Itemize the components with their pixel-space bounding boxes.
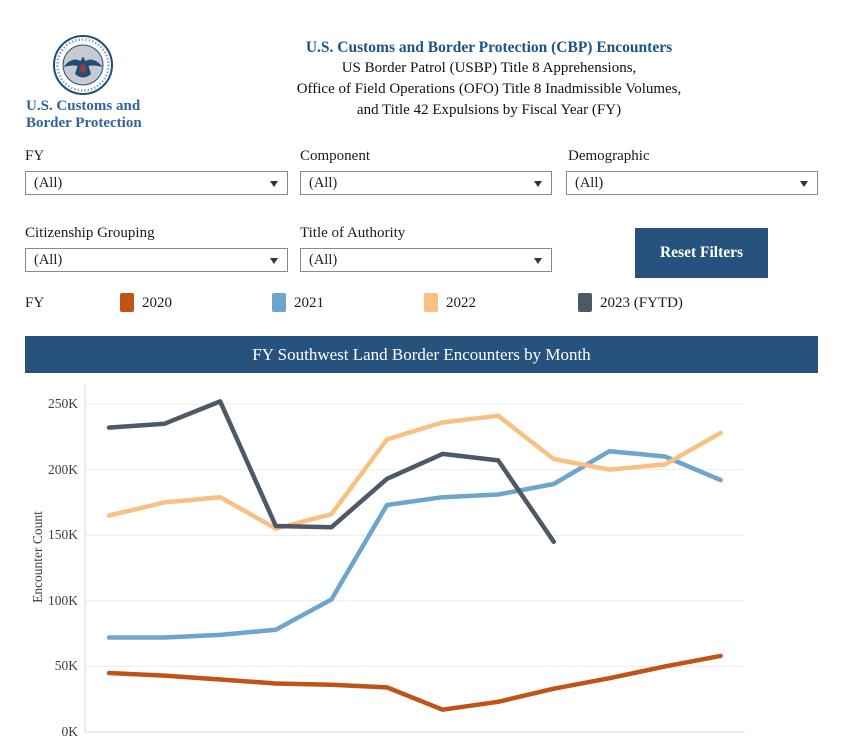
cbp-seal-icon	[53, 35, 113, 95]
legend-swatch-2022[interactable]	[424, 293, 438, 312]
y-axis-tick-200k: 200K	[48, 462, 78, 477]
encounters-line-chart	[84, 384, 745, 733]
y-axis-title: Encounter Count	[30, 511, 45, 603]
fy-filter-value: (All)	[34, 175, 63, 191]
y-axis-tick-50k: 50K	[54, 658, 78, 673]
title-of-authority-filter-value: (All)	[309, 252, 338, 268]
chevron-down-icon	[270, 258, 278, 264]
page-subtitle-line3: and Title 42 Expulsions by Fiscal Year (…	[356, 102, 622, 118]
citizenship-grouping-filter-dropdown[interactable]: (All)	[25, 248, 288, 272]
component-filter-dropdown[interactable]: (All)	[300, 171, 552, 195]
demographic-filter-value: (All)	[575, 175, 604, 191]
page-title: U.S. Customs and Border Protection (CBP)…	[305, 39, 673, 56]
legend-label-2023-fytd[interactable]: 2023 (FYTD)	[600, 295, 683, 311]
page-subtitle-line2: Office of Field Operations (OFO) Title 8…	[296, 81, 682, 97]
fy-filter-label: FY	[25, 148, 45, 164]
title-of-authority-filter-dropdown[interactable]: (All)	[300, 248, 552, 272]
fy-filter-dropdown[interactable]: (All)	[25, 171, 288, 195]
page-header: U.S. Customs and Border Protection (CBP)…	[160, 37, 818, 121]
chart-line-2021[interactable]	[106, 448, 723, 640]
legend-swatch-2021[interactable]	[272, 293, 286, 312]
chevron-down-icon	[270, 181, 278, 187]
chart-line-2022[interactable]	[106, 413, 723, 531]
chart-line-2020[interactable]	[106, 653, 723, 712]
page-subtitle-line1: US Border Patrol (USBP) Title 8 Apprehen…	[341, 60, 637, 76]
citizenship-grouping-filter-label: Citizenship Grouping	[25, 225, 155, 241]
reset-filters-button[interactable]: Reset Filters	[635, 228, 768, 278]
legend-swatch-2023-fytd[interactable]	[578, 293, 592, 312]
component-filter-label: Component	[300, 148, 370, 164]
logo-wordmark: U.S. Customs and Border Protection	[26, 98, 186, 132]
citizenship-grouping-filter-value: (All)	[34, 252, 63, 268]
y-axis-tick-250k: 250K	[48, 396, 78, 411]
chart-line-2023-fytd-[interactable]	[106, 399, 557, 545]
demographic-filter-label: Demographic	[568, 148, 650, 164]
legend-label-2020[interactable]: 2020	[142, 295, 172, 311]
component-filter-value: (All)	[309, 175, 338, 191]
logo-wordmark-line1: U.S. Customs and	[26, 98, 141, 114]
logo-wordmark-line2: Border Protection	[26, 115, 142, 131]
legend-label-2022[interactable]: 2022	[446, 295, 476, 311]
demographic-filter-dropdown[interactable]: (All)	[566, 171, 818, 195]
chevron-down-icon	[800, 181, 808, 187]
y-axis-tick-0k: 0K	[61, 724, 79, 739]
chart-title-banner: FY Southwest Land Border Encounters by M…	[25, 336, 818, 373]
legend-fy-label: FY	[25, 295, 45, 311]
chevron-down-icon	[534, 181, 542, 187]
legend-swatch-2020[interactable]	[120, 293, 134, 312]
chevron-down-icon	[534, 258, 542, 264]
title-of-authority-filter-label: Title of Authority	[300, 225, 406, 241]
legend-label-2021[interactable]: 2021	[294, 295, 324, 311]
y-axis-tick-150k: 150K	[48, 527, 78, 542]
y-axis-tick-100k: 100K	[48, 593, 78, 608]
